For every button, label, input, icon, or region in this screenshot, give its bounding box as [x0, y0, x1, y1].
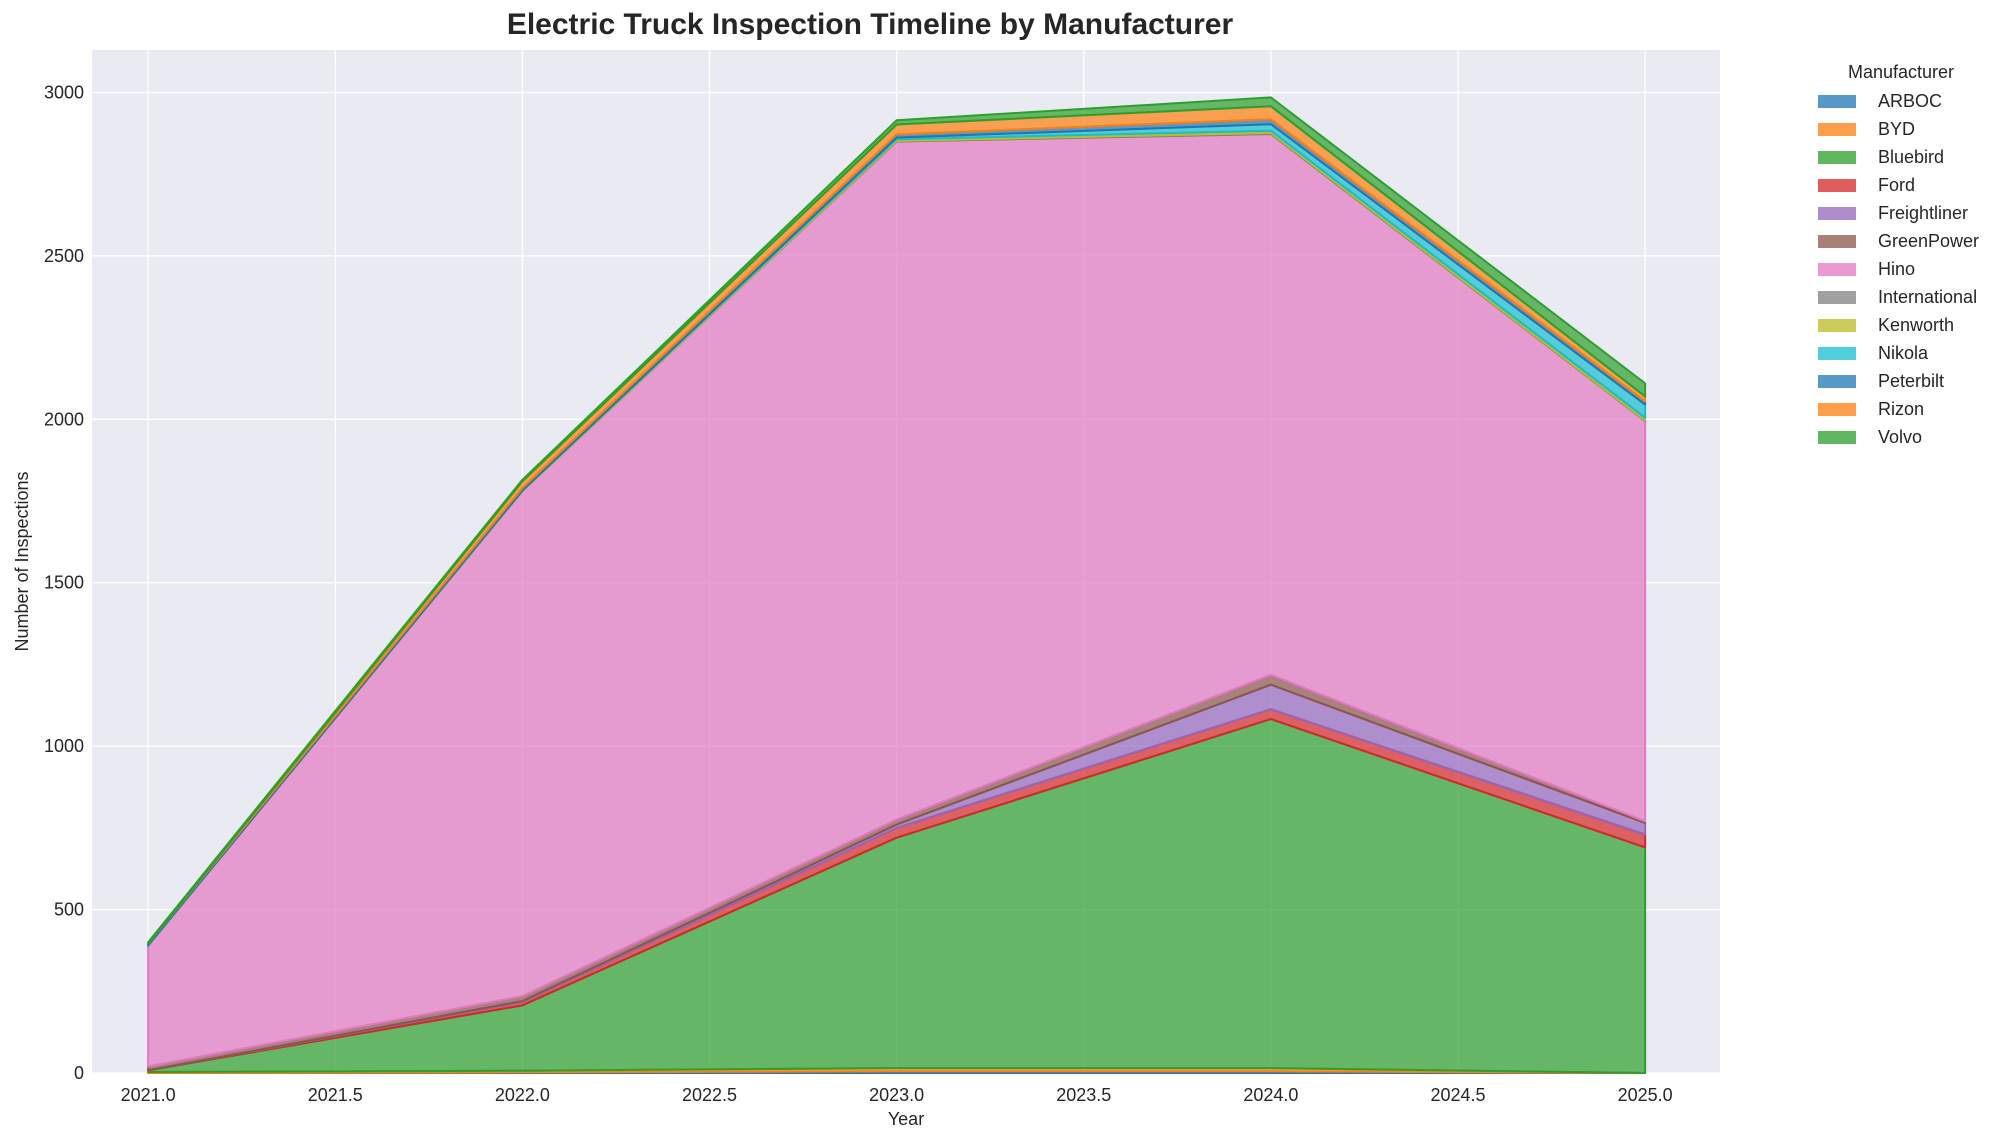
x-tick-label: 2023.0 [869, 1085, 924, 1105]
legend-swatch [1818, 122, 1856, 136]
x-tick-label: 2025.0 [1618, 1085, 1673, 1105]
legend-label: Nikola [1878, 342, 1929, 363]
legend-swatch [1818, 290, 1856, 304]
legend-label: Rizon [1878, 398, 1925, 419]
legend-item-hino: Hino [1818, 255, 1998, 283]
legend-swatch [1818, 234, 1856, 248]
legend-label: Ford [1878, 174, 1916, 195]
legend-swatch [1818, 430, 1856, 444]
legend-item-byd: BYD [1818, 115, 1998, 143]
legend-label: GreenPower [1878, 230, 1980, 251]
y-tick-label: 0 [74, 1063, 84, 1083]
legend-swatch [1818, 206, 1856, 220]
legend-swatch [1818, 178, 1856, 192]
legend-swatch [1818, 150, 1856, 164]
legend-item-peterbilt: Peterbilt [1818, 367, 1998, 395]
area-volvo [147, 96, 1647, 945]
x-tick-label: 2024.0 [1243, 1085, 1298, 1105]
x-axis-label: Year [888, 1109, 924, 1129]
legend: Manufacturer ARBOC BYD Bluebird Ford Freight… [1818, 62, 1998, 451]
legend-label: Kenworth [1878, 314, 1955, 335]
legend-item-kenworth: Kenworth [1818, 311, 1998, 339]
legend-swatch [1818, 262, 1856, 276]
legend-swatch [1818, 402, 1856, 416]
legend-label: Hino [1878, 258, 1916, 279]
y-tick-label: 1000 [44, 736, 84, 756]
legend-item-volvo: Volvo [1818, 423, 1998, 451]
y-axis-label: Number of Inspections [12, 471, 32, 651]
legend-item-freightliner: Freightliner [1818, 199, 1998, 227]
y-tick-label: 2000 [44, 409, 84, 429]
legend-swatch [1818, 318, 1856, 332]
x-tick-label: 2024.5 [1430, 1085, 1485, 1105]
x-tick-label: 2021.0 [121, 1085, 176, 1105]
x-tick-label: 2023.5 [1056, 1085, 1111, 1105]
legend-label: Bluebird [1878, 146, 1945, 167]
legend-item-nikola: Nikola [1818, 339, 1998, 367]
legend-label: Peterbilt [1878, 370, 1945, 391]
legend-item-rizon: Rizon [1818, 395, 1998, 423]
legend-item-international: International [1818, 283, 1998, 311]
x-tick-label: 2022.5 [682, 1085, 737, 1105]
legend-item-ford: Ford [1818, 171, 1998, 199]
legend-title: Manufacturer [1847, 62, 1955, 82]
y-tick-label: 500 [54, 900, 84, 920]
x-axis-ticks: 2021.0 2021.5 2022.0 2022.5 2023.0 2023.5 2024… [121, 1085, 1673, 1105]
x-tick-label: 2022.0 [495, 1085, 550, 1105]
legend-item-arboc: ARBOC [1818, 87, 1998, 115]
legend-item-bluebird: Bluebird [1818, 143, 1998, 171]
legend-label: ARBOC [1878, 90, 1943, 111]
y-tick-label: 2500 [44, 246, 84, 266]
legend-swatch [1818, 374, 1856, 388]
x-tick-label: 2021.5 [308, 1085, 363, 1105]
stacked-areas [147, 96, 1647, 1074]
y-axis-ticks: 0 500 1000 1500 2000 2500 3000 [44, 82, 84, 1083]
chart-title: Electric Truck Inspection Timeline by Ma… [506, 8, 1234, 41]
legend-swatch [1818, 346, 1856, 360]
y-tick-label: 1500 [44, 573, 84, 593]
legend-label: BYD [1878, 118, 1916, 139]
legend-label: Volvo [1878, 426, 1923, 447]
legend-label: Freightliner [1878, 202, 1969, 223]
y-tick-label: 3000 [44, 82, 84, 102]
legend-swatch [1818, 94, 1856, 108]
legend-label: International [1878, 286, 1978, 307]
legend-item-greenpower: GreenPower [1818, 227, 1998, 255]
